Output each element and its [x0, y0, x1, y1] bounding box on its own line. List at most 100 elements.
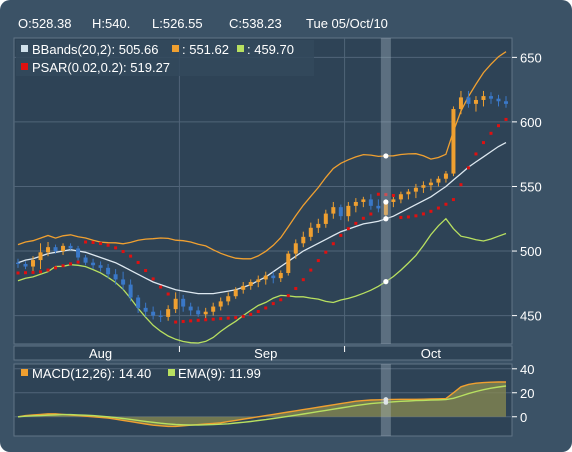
- candle-body: [98, 265, 103, 268]
- candle-body: [76, 248, 81, 258]
- candle-body: [286, 253, 291, 273]
- candle-body: [151, 311, 156, 316]
- ema-crosshair-dot: [383, 400, 389, 405]
- psar-dot: [99, 242, 103, 246]
- date-tick-label: Sep: [254, 346, 277, 361]
- psar-dot: [249, 312, 253, 316]
- candle-body: [391, 199, 396, 202]
- candle-body: [376, 205, 381, 209]
- candle-body: [226, 296, 231, 302]
- psar-dot: [391, 194, 395, 198]
- psar-dot: [211, 317, 215, 321]
- candlesticks: [16, 90, 508, 323]
- psar-dot: [346, 227, 350, 231]
- psar-dot: [459, 183, 463, 187]
- candle-body: [158, 315, 163, 317]
- psar-dot: [69, 262, 73, 266]
- candle-body: [121, 279, 126, 285]
- price-tick-label: 450: [520, 309, 542, 324]
- psar-dot: [504, 117, 508, 121]
- candle-body: [136, 297, 141, 308]
- psar-dot: [256, 310, 260, 314]
- candle-body: [338, 207, 343, 217]
- candle-body: [316, 223, 321, 228]
- macd-line: [17, 381, 506, 428]
- high-value: H:540.: [92, 16, 130, 31]
- ema-label: EMA(9): 11.99: [178, 366, 261, 381]
- psar-dot: [399, 215, 403, 219]
- macd-tick-label: 20: [520, 386, 534, 401]
- psar-dot: [151, 277, 155, 281]
- psar-dot: [324, 250, 328, 254]
- bbands-upper-swatch: [172, 45, 179, 52]
- crosshair-band[interactable]: [380, 38, 391, 344]
- candle-body: [106, 267, 111, 275]
- bbands-lower-label: : 459.70: [247, 42, 294, 57]
- date-tick-label: Oct: [421, 346, 442, 361]
- psar-swatch: [21, 63, 28, 70]
- psar-dot: [219, 317, 223, 321]
- psar-label: PSAR(0.02,0.2): 519.27: [32, 60, 170, 75]
- psar-dot: [279, 298, 283, 302]
- psar-dot: [496, 124, 500, 128]
- ema-line: [17, 385, 507, 426]
- psar-dot: [316, 259, 320, 263]
- psar-dot: [429, 209, 433, 213]
- psar-dot: [264, 306, 268, 310]
- psar-dot: [121, 250, 125, 254]
- psar-dot: [444, 202, 448, 206]
- candle-body: [308, 227, 313, 237]
- psar-dot: [54, 266, 58, 270]
- macd-swatch: [21, 369, 28, 376]
- candle-body: [353, 201, 358, 206]
- psar-dot: [339, 233, 343, 237]
- psar-dot: [286, 294, 290, 298]
- psar-dot: [361, 216, 365, 220]
- psar-dot: [241, 314, 245, 318]
- date-value: Tue 05/Oct/10: [306, 16, 388, 31]
- bbands-label: BBands(20,2): 505.66: [32, 42, 158, 57]
- candle-body: [143, 307, 148, 312]
- crosshair-dot: [383, 216, 389, 222]
- candle-body: [113, 274, 118, 280]
- psar-dot: [331, 242, 335, 246]
- candle-body: [398, 194, 403, 200]
- candle-body: [383, 201, 388, 215]
- psar-dot: [271, 302, 275, 306]
- candle-body: [406, 191, 411, 195]
- macd-crosshair-band[interactable]: [380, 364, 391, 436]
- candle-body: [413, 187, 418, 192]
- candle-body: [451, 109, 456, 174]
- psar-dot: [91, 240, 95, 244]
- candle-body: [488, 96, 493, 99]
- ema-swatch: [168, 369, 175, 376]
- psar-dot: [301, 278, 305, 282]
- candle-body: [248, 282, 253, 286]
- date-axis: Aug Sep Oct: [89, 346, 441, 361]
- date-tick-label: Aug: [89, 346, 112, 361]
- candle-body: [496, 98, 501, 102]
- candle-body: [68, 245, 73, 249]
- candle-body: [31, 260, 36, 267]
- macd-tick-label: 0: [520, 410, 527, 425]
- candle-body: [361, 199, 366, 202]
- psar-dot: [414, 214, 418, 218]
- psar-dot: [31, 270, 35, 274]
- candle-body: [203, 311, 208, 315]
- candle-body: [428, 182, 433, 186]
- price-tick-label: 600: [520, 115, 542, 130]
- candle-body: [233, 289, 238, 297]
- bbands-upper-label: : 551.62: [182, 42, 229, 57]
- candle-body: [166, 309, 171, 317]
- candle-body: [256, 279, 261, 283]
- psar-dot: [234, 316, 238, 320]
- candle-body: [421, 185, 426, 188]
- macd-label: MACD(12,26): 14.40: [32, 366, 151, 381]
- price-grid: [14, 38, 512, 344]
- psar-dot: [466, 166, 470, 170]
- psar-dot: [474, 152, 478, 156]
- psar-dot: [136, 260, 140, 264]
- candle-body: [173, 298, 178, 310]
